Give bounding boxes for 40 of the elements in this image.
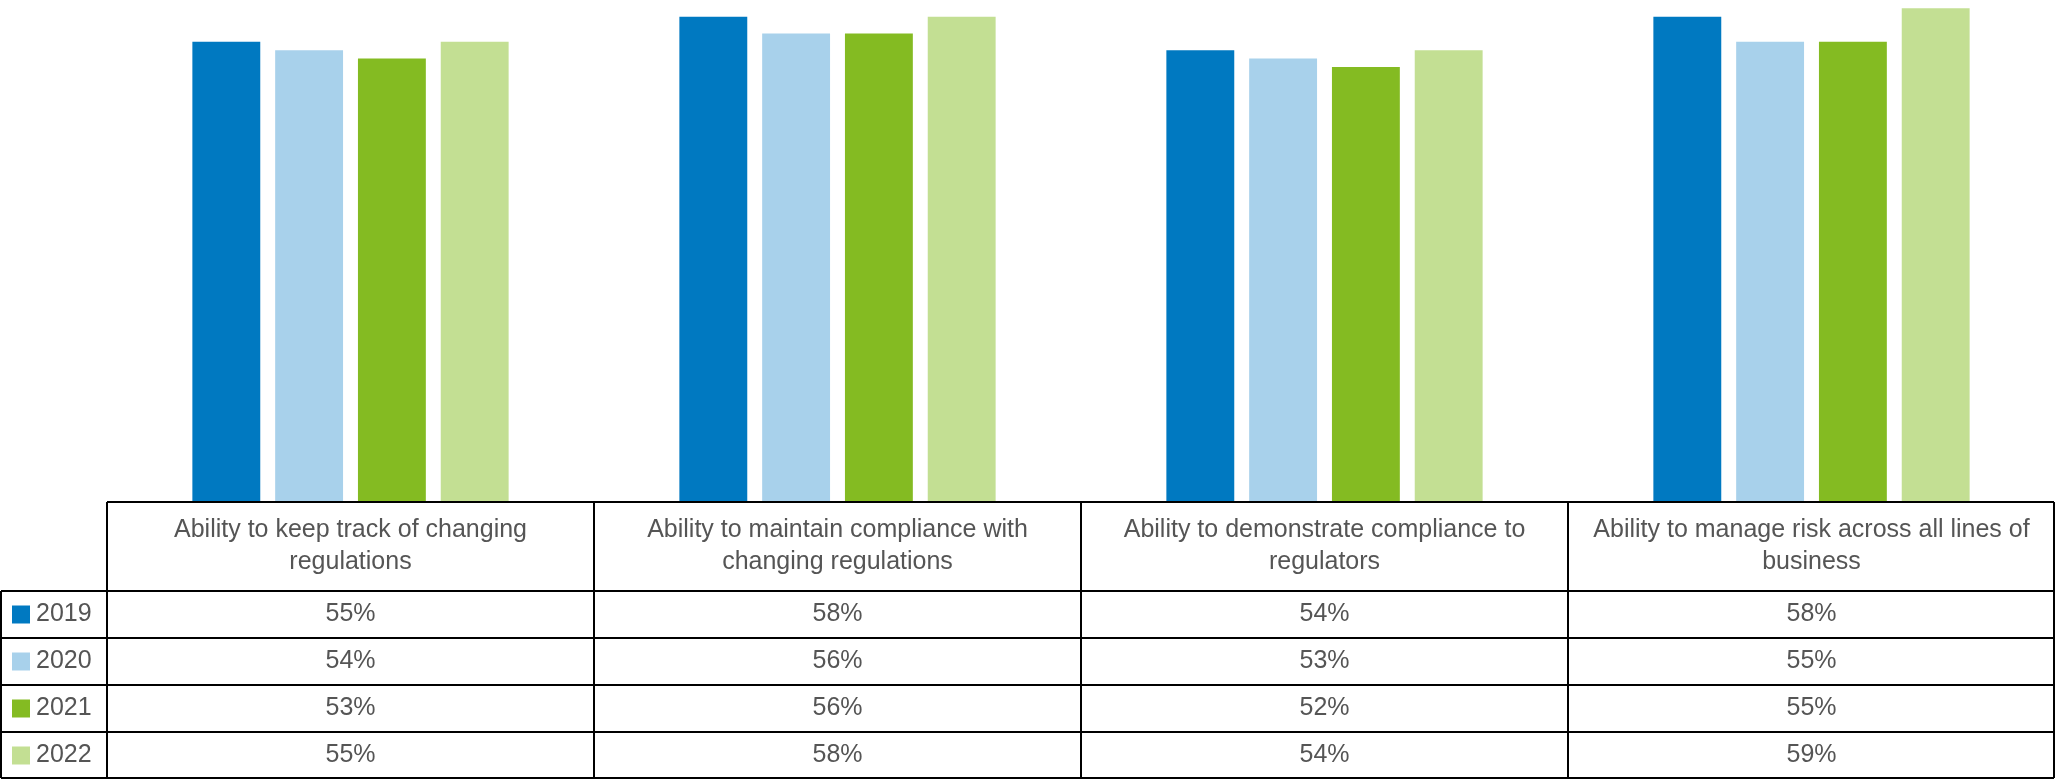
bar <box>762 33 831 502</box>
data-label: 58% <box>1786 598 1837 627</box>
data-label: 53% <box>1299 645 1350 674</box>
x-tick-label: Ability to keep track of changing regulations <box>174 514 527 575</box>
data-label: 54% <box>1299 598 1350 627</box>
data-label: 55% <box>1786 645 1837 674</box>
data-label: 56% <box>812 692 863 721</box>
x-tick-label: Ability to maintain compliance with changing regulations <box>647 514 1028 575</box>
legend-label: 2019 <box>36 598 92 627</box>
data-label: 52% <box>1299 692 1350 721</box>
data-label: 55% <box>325 598 376 627</box>
data-label: 53% <box>325 692 376 721</box>
bar <box>927 16 996 502</box>
bar <box>275 50 344 502</box>
bar <box>1818 41 1887 502</box>
legend-label: 2021 <box>36 692 92 721</box>
data-label: 55% <box>1786 692 1837 721</box>
data-label: 58% <box>812 739 863 768</box>
data-label: 59% <box>1786 739 1837 768</box>
bar <box>1414 50 1483 502</box>
bar <box>1249 58 1318 502</box>
legend-label: 2020 <box>36 645 92 674</box>
bar <box>679 16 748 502</box>
data-label: 56% <box>812 645 863 674</box>
data-label: 58% <box>812 598 863 627</box>
bar <box>1331 66 1400 502</box>
data-label: 55% <box>325 739 376 768</box>
bar <box>192 41 261 502</box>
legend-label: 2022 <box>36 739 92 768</box>
bar <box>1901 8 1970 502</box>
bar <box>1653 16 1722 502</box>
data-label: 54% <box>325 645 376 674</box>
bar <box>1736 41 1805 502</box>
bar <box>357 58 426 502</box>
bar <box>1166 50 1235 502</box>
bar <box>844 33 913 502</box>
data-label: 54% <box>1299 739 1350 768</box>
bar <box>440 41 509 502</box>
x-tick-label: Ability to demonstrate compliance to regulators <box>1123 514 1526 575</box>
x-tick-label: Ability to manage risk across all lines of business <box>1593 514 2030 575</box>
